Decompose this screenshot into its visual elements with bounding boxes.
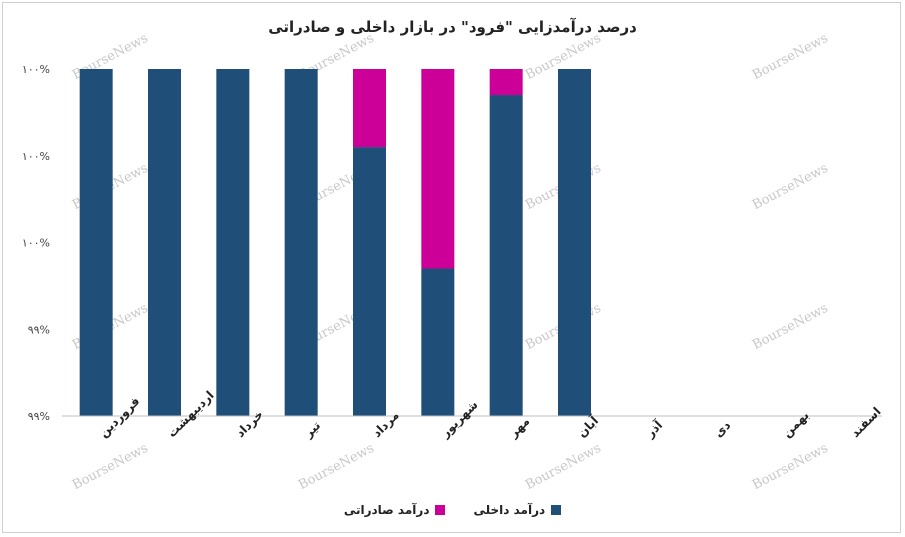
x-tick-label: بهمن bbox=[780, 408, 812, 440]
bar-export bbox=[421, 69, 455, 269]
bar-domestic bbox=[421, 268, 455, 416]
x-tick-label: آذر bbox=[642, 417, 666, 441]
bar-domestic bbox=[284, 69, 318, 416]
x-tick-label: آبان bbox=[574, 412, 602, 440]
bar-domestic bbox=[148, 69, 181, 416]
bar-export bbox=[353, 69, 386, 148]
watermark-text: BourseNews bbox=[750, 301, 831, 353]
watermark-text: BourseNews bbox=[750, 31, 831, 83]
watermark-text: BourseNews bbox=[750, 441, 831, 493]
legend: درآمد داخلی درآمد صادراتی bbox=[0, 503, 905, 517]
y-tick-label: ۱۰۰% bbox=[22, 150, 50, 163]
legend-label-domestic: درآمد داخلی bbox=[473, 503, 546, 517]
bar-domestic bbox=[79, 69, 113, 416]
y-tick-label: ۱۰۰% bbox=[22, 237, 50, 250]
legend-label-export: درآمد صادراتی bbox=[343, 503, 430, 517]
y-tick-label: ۹۹% bbox=[28, 323, 50, 336]
watermark-text: BourseNews bbox=[750, 161, 831, 213]
chart-title: درصد درآمدزایی "فرود" در بازار داخلی و ص… bbox=[268, 18, 637, 36]
x-tick-label: تیر bbox=[301, 418, 324, 441]
legend-swatch-domestic bbox=[551, 505, 562, 515]
bar-domestic bbox=[353, 147, 386, 416]
watermark-text: BourseNews bbox=[296, 441, 377, 493]
watermark-text: BourseNews bbox=[523, 441, 604, 493]
x-tick-label: مهر bbox=[506, 414, 533, 441]
bar-domestic bbox=[216, 69, 250, 416]
y-tick-label: ۹۹% bbox=[28, 410, 50, 423]
x-tick-label: اسفند bbox=[848, 404, 884, 440]
bar-export bbox=[489, 69, 523, 96]
bar-domestic bbox=[558, 69, 591, 416]
legend-swatch-export bbox=[435, 505, 446, 515]
bar-domestic bbox=[489, 95, 523, 417]
watermark-text: BourseNews bbox=[70, 441, 151, 493]
legend-item-domestic: درآمد داخلی bbox=[473, 503, 562, 517]
bars-layer bbox=[79, 69, 591, 417]
x-tick-label: دی bbox=[711, 418, 733, 440]
y-tick-label: ۱۰۰% bbox=[22, 63, 50, 76]
legend-item-export: درآمد صادراتی bbox=[344, 503, 446, 517]
y-tick-labels: ۹۹% ۹۹% ۱۰۰% ۱۰۰% ۱۰۰% bbox=[22, 63, 50, 423]
